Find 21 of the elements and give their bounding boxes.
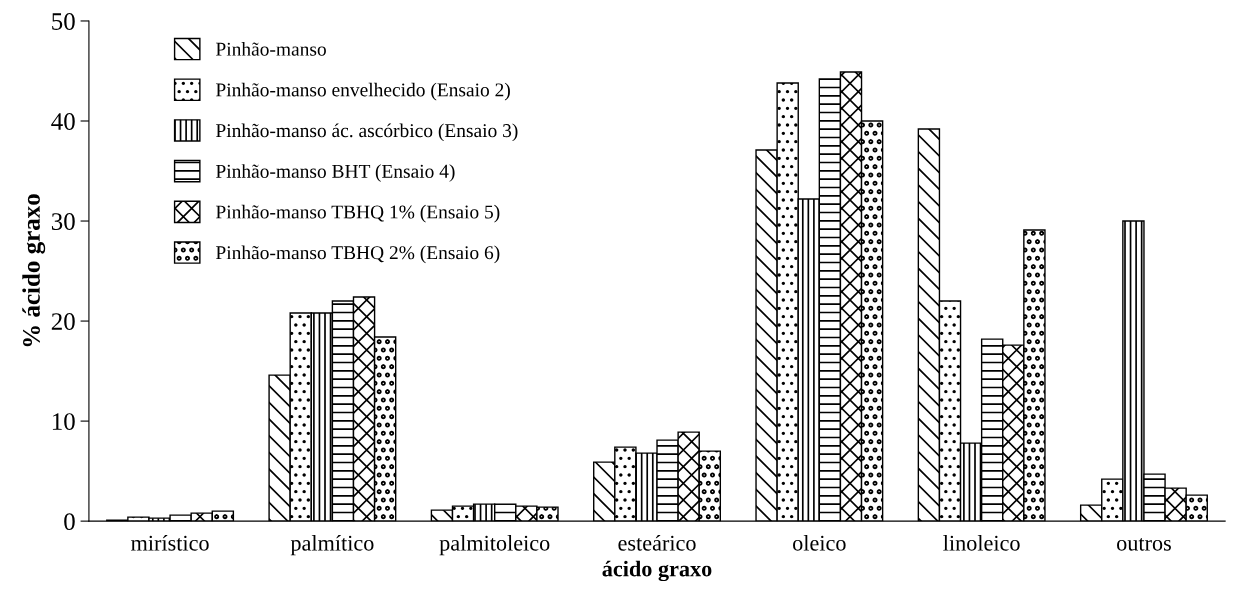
y-tick-label: 40 bbox=[51, 113, 75, 130]
y-tick-label: 10 bbox=[52, 413, 75, 431]
legend-label: Pinhão-manso BHT (Ensaio 4) bbox=[215, 164, 455, 182]
x-tick-label: esteárico bbox=[618, 534, 696, 551]
legend-label: Pinhão-manso ác. ascórbico (Ensaio 3) bbox=[215, 123, 518, 142]
legend-label: Pinhão-manso TBHQ 1% (Ensaio 5) bbox=[215, 204, 500, 223]
legend-label: Pinhão-manso envelhecido (Ensaio 2) bbox=[215, 82, 510, 101]
x-tick-label: palmitoleico bbox=[439, 535, 550, 556]
y-tick-label: 30 bbox=[51, 213, 75, 230]
y-tick-label: 20 bbox=[51, 313, 75, 330]
legend-label: Pinhão-manso TBHQ 2% (Ensaio 6) bbox=[215, 245, 500, 264]
legend-label: Pinhão-manso bbox=[215, 42, 326, 56]
x-tick-label: palmítico bbox=[290, 535, 374, 556]
y-axis-title: % ácido graxo bbox=[22, 194, 46, 347]
x-tick-label: oleico bbox=[793, 535, 846, 551]
x-tick-label: mirístico bbox=[131, 534, 209, 551]
x-tick-label: outros bbox=[1117, 537, 1171, 551]
x-axis-title: ácido graxo bbox=[602, 560, 712, 582]
x-tick-label: linoleico bbox=[943, 535, 1020, 551]
y-tick-label: 50 bbox=[52, 13, 75, 30]
y-tick-label: 0 bbox=[64, 513, 75, 531]
